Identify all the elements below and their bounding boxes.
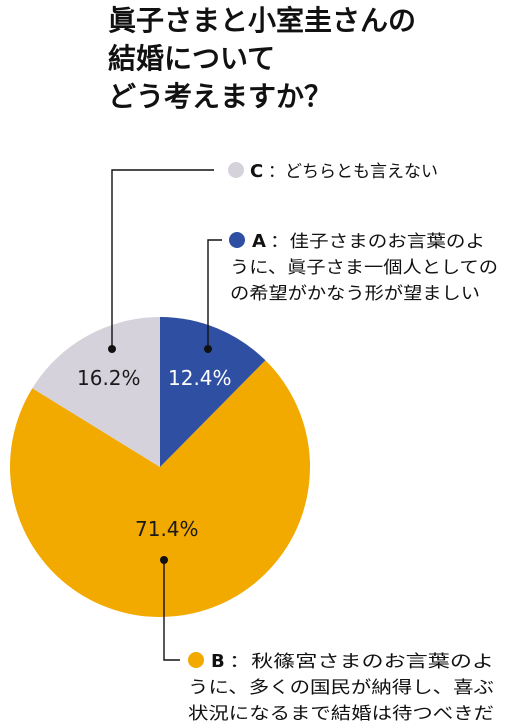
legend-entry-a: A ：佳子さまのお言葉のよ うに、眞子さま一個人としての の希望がかなう形が望ま… bbox=[229, 231, 498, 304]
leader-lines bbox=[108, 169, 222, 661]
legend-text-b-line-2: うに、多くの国民が納得し、喜ぶ bbox=[188, 678, 494, 698]
data-label-c: 16.2% bbox=[77, 366, 141, 390]
leader-line-c bbox=[111, 169, 214, 349]
data-labels: 16.2% 12.4% 71.4% bbox=[77, 366, 232, 541]
legend-text-b-line-3: 状況になるまで結婚は待つべきだ bbox=[188, 704, 494, 724]
leader-dot-c bbox=[108, 345, 116, 353]
legend-entry-c: C ：どちらとも言えない bbox=[228, 161, 438, 182]
legend-letter-b: B bbox=[211, 651, 225, 672]
title-line-2: 結婚について bbox=[108, 42, 275, 75]
leader-dot-b bbox=[160, 556, 168, 564]
legend-text-c-line-1: ：どちらとも言えない bbox=[268, 162, 438, 182]
legend-letter-a: A bbox=[252, 231, 266, 252]
title-line-3: どう考えますか？ bbox=[108, 80, 332, 113]
legend-text-a-line-2: うに、眞子さま一個人としての bbox=[230, 258, 498, 278]
data-label-b: 71.4% bbox=[135, 517, 199, 541]
legend-text-b-line-1: ：秋篠宮さまのお言葉のよ bbox=[229, 652, 494, 672]
data-label-a: 12.4% bbox=[168, 366, 232, 390]
legend-entry-b: B ：秋篠宮さまのお言葉のよ うに、多くの国民が納得し、喜ぶ 状況になるまで結婚… bbox=[188, 651, 494, 724]
legend-text-a-line-3: の希望がかなう形が望ましい bbox=[230, 284, 480, 304]
pie-slice-b bbox=[9, 360, 310, 617]
leader-line-b bbox=[163, 560, 180, 661]
chart-title: 眞子さまと小室圭さんの 結婚について どう考えますか？ bbox=[108, 4, 416, 113]
leader-line-a bbox=[207, 239, 222, 349]
legend-text-a-line-1: ：佳子さまのお言葉のよ bbox=[270, 232, 485, 252]
legend-letter-c: C bbox=[250, 161, 263, 182]
title-line-1: 眞子さまと小室圭さんの bbox=[108, 4, 416, 37]
pie-slice-c bbox=[32, 317, 160, 467]
leader-dot-a bbox=[204, 345, 212, 353]
legend-dot-c bbox=[228, 162, 244, 178]
pie-slice-a bbox=[160, 317, 266, 467]
pie-slices bbox=[9, 317, 310, 617]
legend-dot-b bbox=[188, 652, 204, 668]
legend-dot-a bbox=[229, 232, 245, 248]
